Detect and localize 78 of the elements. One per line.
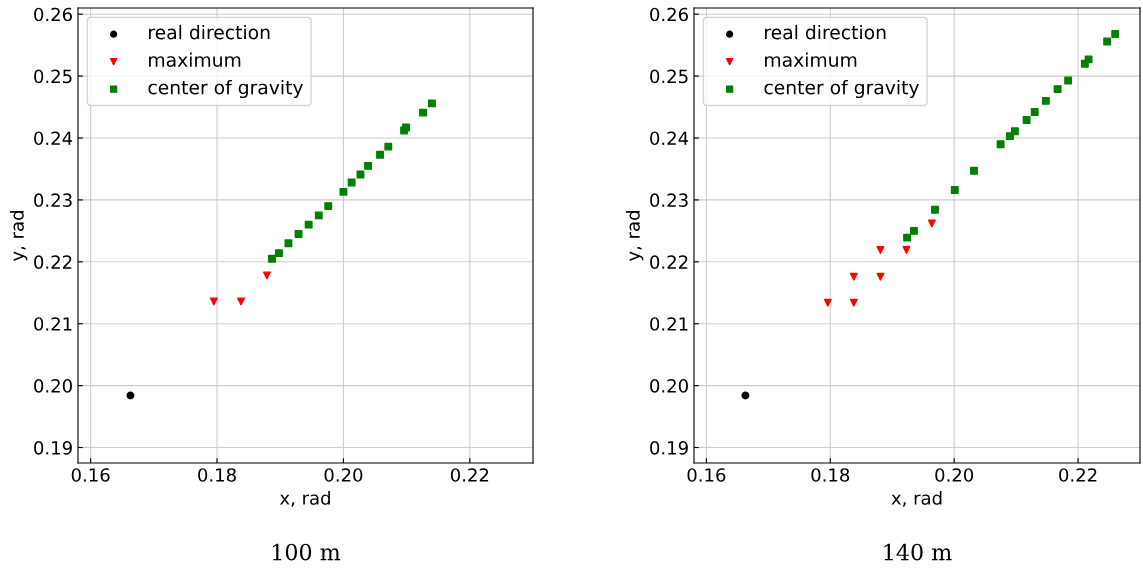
point — [284, 239, 293, 248]
point — [1030, 108, 1039, 116]
point — [1041, 96, 1050, 105]
y-tick-label: 0.20 — [650, 379, 688, 393]
x-tick-label: 0.18 — [198, 468, 236, 482]
point — [126, 391, 135, 400]
point — [314, 211, 323, 220]
point — [427, 99, 436, 108]
y-tick-label: 0.24 — [650, 131, 689, 146]
point — [1053, 85, 1062, 94]
y-tick-label: 0.19 — [34, 440, 72, 455]
point — [970, 166, 978, 175]
y-tick-label: 0.26 — [650, 7, 688, 22]
point — [1103, 37, 1112, 46]
y-tick-label: 0.20 — [34, 379, 72, 393]
point — [376, 150, 385, 159]
y-tick-label: 0.22 — [650, 255, 688, 269]
y-tick-label: 0.22 — [34, 255, 72, 269]
x-tick-label: 0.20 — [935, 468, 974, 482]
x-tick-label: 0.16 — [71, 468, 110, 482]
point — [304, 220, 313, 229]
legend-label: maximum — [765, 52, 857, 67]
point — [262, 271, 271, 280]
point — [876, 246, 885, 254]
legend-label: center of gravity — [764, 79, 919, 99]
point — [275, 249, 283, 258]
x-axis-title: x, rad — [279, 490, 330, 507]
y-tick-label: 0.25 — [650, 69, 688, 84]
x-tick-label: 0.18 — [811, 468, 850, 482]
point — [364, 161, 373, 170]
y-tick-label: 0.21 — [650, 317, 688, 331]
point — [1005, 132, 1014, 141]
y-tick-label: 0.26 — [34, 7, 72, 22]
point — [347, 178, 356, 187]
point — [996, 140, 1005, 149]
point — [1010, 127, 1019, 136]
y-tick-label: 0.23 — [34, 193, 72, 208]
point — [902, 246, 911, 254]
point — [903, 233, 912, 242]
x-tick-label: 0.22 — [1059, 468, 1097, 482]
point — [876, 272, 885, 281]
y-tick-label: 0.23 — [650, 193, 688, 208]
point — [209, 297, 218, 306]
point — [927, 219, 936, 228]
legend-label: center of gravity — [148, 79, 303, 99]
point — [823, 298, 832, 307]
x-tick-label: 0.20 — [324, 468, 363, 482]
y-axis-title: y, rad — [625, 211, 644, 262]
y-axis-title: y, rad — [9, 211, 28, 262]
point — [849, 272, 858, 281]
legend-label: maximum — [149, 52, 241, 67]
point — [1084, 55, 1093, 64]
x-axis-title: x, rad — [891, 490, 942, 507]
legend-label: real direction — [149, 24, 270, 40]
x-tick-label: 0.22 — [450, 468, 489, 482]
y-tick-label: 0.24 — [34, 131, 73, 146]
point — [1022, 116, 1031, 124]
point — [419, 108, 427, 117]
point — [324, 202, 333, 211]
x-tick-label: 0.16 — [687, 468, 726, 482]
point — [339, 187, 348, 196]
text: 100 m — [272, 543, 341, 561]
point — [1064, 76, 1073, 85]
point — [384, 142, 393, 151]
point — [741, 391, 750, 400]
point — [1111, 30, 1120, 38]
point — [294, 230, 303, 238]
point — [268, 254, 276, 263]
y-tick-label: 0.25 — [34, 69, 72, 84]
y-tick-label: 0.21 — [34, 317, 72, 331]
point — [950, 186, 959, 194]
point — [909, 226, 918, 235]
point — [849, 298, 858, 307]
point — [931, 205, 939, 214]
point — [237, 297, 245, 306]
legend-label: real direction — [765, 24, 886, 40]
y-tick-label: 0.19 — [650, 440, 688, 455]
text: 140 m — [884, 543, 952, 561]
